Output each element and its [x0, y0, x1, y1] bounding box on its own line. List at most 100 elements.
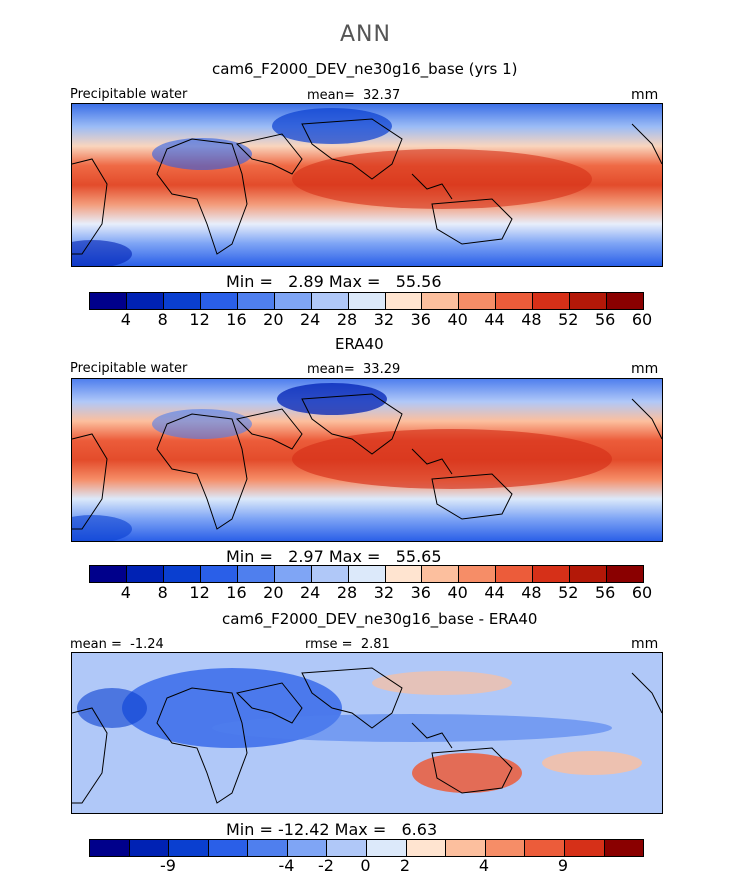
- colorbar-tick-label: 48: [521, 310, 542, 329]
- panel3-rmse-label: rmse = 2.81: [305, 637, 390, 652]
- panel3-mean-key: mean =: [70, 637, 122, 652]
- colorbar-swatch: [459, 293, 497, 309]
- colorbar-swatch: [496, 293, 534, 309]
- colorbar-tick-label: 4: [120, 310, 131, 329]
- colorbar-swatch: [208, 840, 249, 856]
- colorbar-tick-label: -4: [278, 856, 295, 875]
- colorbar-swatch: [348, 293, 386, 309]
- colorbar-tick-label: 44: [484, 310, 505, 329]
- colorbar-tick-label: 52: [558, 583, 579, 602]
- colorbar-swatch: [525, 840, 565, 856]
- panel3-map: [71, 652, 663, 814]
- colorbar-tick-label: 28: [336, 583, 358, 602]
- colorbar-swatch: [129, 840, 170, 856]
- panel2-min-value: 2.97: [288, 547, 324, 566]
- panel2-mean-value: 33.29: [363, 362, 401, 377]
- panel2-map-svg: [72, 379, 662, 541]
- colorbar-swatch: [90, 840, 130, 856]
- colorbar-swatch: [607, 566, 644, 582]
- colorbar-tick-label: 56: [594, 583, 616, 602]
- colorbar-tick-label: 60: [631, 583, 653, 602]
- panel2-mean-label: mean= 33.29: [307, 362, 400, 377]
- colorbar-swatch: [126, 293, 164, 309]
- colorbar-swatch: [126, 566, 164, 582]
- season-title: ANN: [340, 22, 391, 47]
- colorbar-swatch: [604, 840, 644, 856]
- colorbar-swatch: [200, 293, 238, 309]
- colorbar-tick-label: 20: [263, 310, 284, 329]
- colorbar-swatch: [274, 293, 312, 309]
- colorbar-tick-label: 24: [300, 310, 321, 329]
- panel1-units: mm: [631, 87, 659, 103]
- panel3-coastlines: [72, 667, 662, 804]
- colorbar-tick-label: 16: [226, 583, 247, 602]
- panel2-minmax: Min = 2.97 Max = 55.65: [226, 547, 442, 566]
- panel3-wet-bias-pacific: [542, 751, 642, 775]
- panel1-map: [71, 103, 663, 267]
- colorbar-tick-label: -9: [160, 856, 176, 875]
- colorbar-tick-label: 24: [300, 583, 321, 602]
- panel1-mean-value: 32.37: [363, 88, 401, 103]
- colorbar-swatch: [385, 566, 423, 582]
- colorbar-tick-label: 28: [336, 310, 358, 329]
- colorbar-tick-label: 4: [120, 583, 131, 602]
- colorbar-swatch: [90, 566, 127, 582]
- panel1-coastlines: [72, 118, 662, 255]
- panel3-rmse-key: rmse =: [305, 637, 353, 652]
- colorbar-tick-label: 2: [399, 856, 411, 875]
- colorbar-tick-label: 48: [521, 583, 542, 602]
- panel2-max-key: Max =: [328, 547, 381, 566]
- panel2-min-key: Min =: [226, 547, 273, 566]
- colorbar-swatch: [564, 840, 605, 856]
- panel1-max-value: 55.56: [395, 272, 442, 291]
- colorbar-swatch: [446, 840, 486, 856]
- colorbar-tick-label: 44: [484, 583, 505, 602]
- colorbar-swatch: [607, 293, 644, 309]
- panel3-units: mm: [631, 636, 659, 652]
- panel1-min-key: Min =: [226, 272, 273, 291]
- colorbar-swatch: [237, 293, 275, 309]
- panel3-max-key: Max =: [334, 820, 387, 839]
- panel2-variable-label: Precipitable water: [70, 361, 188, 376]
- panel2-tibet-low: [277, 383, 387, 415]
- panel3-min-key: Min =: [226, 820, 273, 839]
- colorbar-swatch: [422, 293, 460, 309]
- colorbar-tick-label: 36: [410, 583, 431, 602]
- colorbar-swatch: [385, 293, 423, 309]
- colorbar-swatch: [459, 566, 497, 582]
- colorbar-swatch: [570, 293, 608, 309]
- panel3-minmax: Min = -12.42 Max = 6.63: [226, 820, 437, 839]
- panel1-variable-label: Precipitable water: [70, 87, 188, 102]
- panel3-rmse-value: 2.81: [360, 637, 390, 652]
- panel3-dry-bias-band: [212, 714, 612, 742]
- colorbar-swatch: [248, 840, 288, 856]
- panel1-map-svg: [72, 104, 662, 266]
- panel1-title: cam6_F2000_DEV_ne30g16_base (yrs 1): [212, 60, 518, 78]
- colorbar-swatch: [287, 840, 328, 856]
- colorbar-swatch: [169, 840, 209, 856]
- panel2-mean-key: mean=: [307, 362, 355, 377]
- panel2-units: mm: [631, 361, 659, 377]
- colorbar-swatch: [237, 566, 275, 582]
- panel2-coastlines: [72, 393, 662, 530]
- panel3-colorbar: [89, 839, 644, 857]
- panel1-max-key: Max =: [328, 272, 381, 291]
- colorbar-tick-label: -2: [318, 856, 334, 875]
- colorbar-swatch: [406, 840, 447, 856]
- panel3-min-value: -12.42: [277, 820, 330, 839]
- panel3-max-value: 6.63: [401, 820, 438, 839]
- colorbar-tick-label: 0: [360, 856, 371, 875]
- panel1-min-value: 2.89: [288, 272, 324, 291]
- colorbar-tick-label: 60: [631, 310, 653, 329]
- panel2-max-value: 55.65: [395, 547, 442, 566]
- colorbar-swatch: [367, 840, 407, 856]
- panel3-title: cam6_F2000_DEV_ne30g16_base - ERA40: [222, 610, 538, 628]
- colorbar-swatch: [485, 840, 526, 856]
- colorbar-swatch: [496, 566, 534, 582]
- colorbar-tick-label: 52: [558, 310, 579, 329]
- colorbar-swatch: [311, 293, 349, 309]
- colorbar-tick-label: 32: [373, 310, 395, 329]
- colorbar-swatch: [570, 566, 608, 582]
- colorbar-swatch: [348, 566, 386, 582]
- colorbar-tick-label: 16: [226, 310, 247, 329]
